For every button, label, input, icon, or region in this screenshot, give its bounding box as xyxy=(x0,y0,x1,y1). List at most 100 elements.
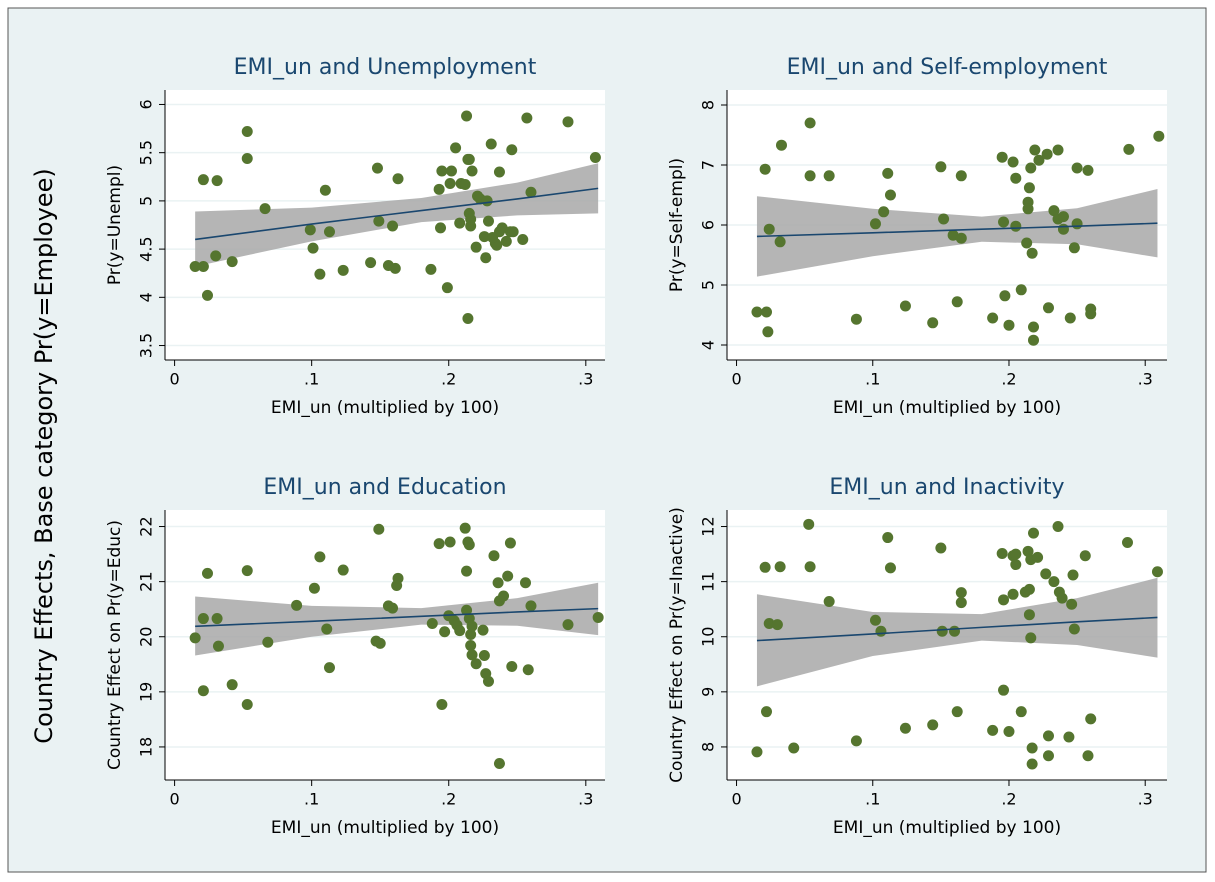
data-point xyxy=(321,623,333,635)
data-point xyxy=(226,679,238,691)
x-tick-label: .1 xyxy=(304,790,319,809)
y-axis-title: Country Effect on Pr(y=Educ) xyxy=(105,520,125,770)
data-point xyxy=(436,165,448,177)
data-point xyxy=(1082,164,1094,176)
y-tick-label: 9 xyxy=(699,687,718,697)
data-point xyxy=(996,548,1008,560)
y-tick-label: 10 xyxy=(699,627,718,647)
data-point xyxy=(466,620,478,632)
data-point xyxy=(878,206,890,218)
data-point xyxy=(761,306,773,318)
data-point xyxy=(562,116,574,128)
data-point xyxy=(197,260,209,272)
chart-title: EMI_un and Education xyxy=(263,475,506,500)
data-point xyxy=(1040,568,1052,580)
data-point xyxy=(899,300,911,312)
y-axis-title: Country Effect on Pr(y=Inactive) xyxy=(667,507,687,783)
data-point xyxy=(493,757,505,769)
y-tick-label: 4 xyxy=(699,340,718,350)
data-point xyxy=(751,306,763,318)
data-point xyxy=(987,312,999,324)
data-point xyxy=(763,618,775,630)
data-point xyxy=(189,632,201,644)
data-point xyxy=(955,597,967,609)
data-point xyxy=(1026,758,1038,770)
y-tick-label: 22 xyxy=(137,516,156,536)
data-point xyxy=(1028,334,1040,346)
data-point xyxy=(763,223,775,235)
fit-line xyxy=(195,187,599,241)
data-point xyxy=(751,746,763,758)
data-point xyxy=(935,161,947,173)
data-point xyxy=(498,590,510,602)
data-point xyxy=(323,226,335,238)
data-point xyxy=(211,175,223,187)
data-point xyxy=(761,706,773,718)
data-point xyxy=(485,138,497,150)
fit-line xyxy=(756,222,1158,238)
data-point xyxy=(454,625,466,637)
data-point xyxy=(307,242,319,254)
data-point xyxy=(337,264,349,276)
data-point xyxy=(935,542,947,554)
data-point xyxy=(241,565,253,577)
y-tick-label: 4.5 xyxy=(137,236,156,261)
data-point xyxy=(504,537,516,549)
data-point xyxy=(1023,609,1035,621)
data-point xyxy=(392,572,404,584)
data-point xyxy=(759,163,771,175)
data-point xyxy=(936,625,948,637)
data-point xyxy=(1042,302,1054,314)
data-point xyxy=(1068,242,1080,254)
data-point xyxy=(1025,162,1037,174)
x-axis-title: EMI_un (multiplied by 100) xyxy=(271,818,499,838)
confidence-band xyxy=(195,163,599,267)
y-tick-label: 5 xyxy=(699,280,718,290)
data-point xyxy=(522,664,534,676)
fit-line xyxy=(195,607,599,628)
data-point xyxy=(1071,218,1083,230)
x-tick-label: .1 xyxy=(865,790,880,809)
data-point xyxy=(435,222,447,234)
x-axis-title: EMI_un (multiplied by 100) xyxy=(833,818,1061,838)
data-point xyxy=(517,233,529,245)
data-point xyxy=(465,640,477,652)
data-point xyxy=(1052,521,1064,533)
data-point xyxy=(387,220,399,232)
data-point xyxy=(425,263,437,275)
data-point xyxy=(998,216,1010,228)
data-point xyxy=(470,241,482,253)
data-point xyxy=(478,231,490,243)
data-point xyxy=(1041,148,1053,160)
data-point xyxy=(882,167,894,179)
data-point xyxy=(201,289,213,301)
data-point xyxy=(951,296,963,308)
y-tick-label: 12 xyxy=(699,516,718,536)
data-point xyxy=(478,649,490,661)
x-tick-label: .3 xyxy=(578,790,593,809)
data-point xyxy=(365,257,377,269)
data-point xyxy=(493,166,505,178)
data-point xyxy=(461,604,473,616)
x-tick-label: .2 xyxy=(1001,790,1016,809)
data-point xyxy=(774,561,786,573)
y-tick-label: 8 xyxy=(699,742,718,752)
x-axis-title: EMI_un (multiplied by 100) xyxy=(271,398,499,418)
data-point xyxy=(1026,742,1038,754)
data-point xyxy=(506,660,518,672)
data-point xyxy=(899,722,911,734)
data-point xyxy=(1003,319,1015,331)
data-point xyxy=(461,565,473,577)
data-point xyxy=(371,162,383,174)
data-point xyxy=(759,561,771,573)
data-point xyxy=(1085,713,1097,725)
data-point xyxy=(774,236,786,248)
data-point xyxy=(996,151,1008,163)
data-point xyxy=(519,577,531,589)
data-point xyxy=(1153,130,1165,142)
data-point xyxy=(461,110,473,122)
data-point xyxy=(762,326,774,338)
data-point xyxy=(592,611,604,623)
data-point xyxy=(1010,220,1022,232)
